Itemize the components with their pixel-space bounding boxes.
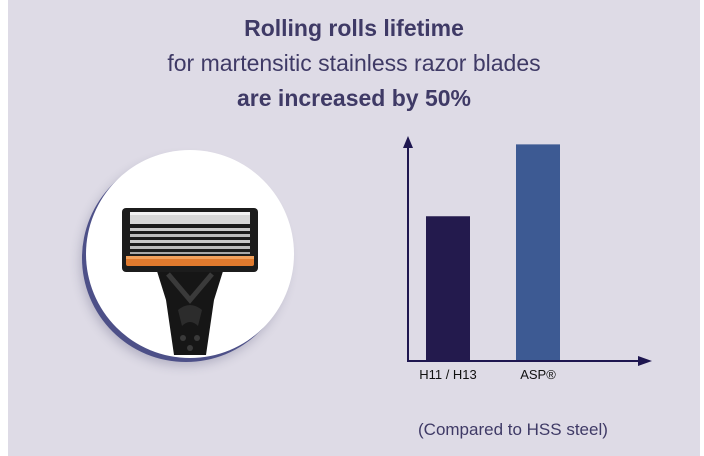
x-tick-label: H11 / H13: [419, 367, 477, 380]
footnote: (Compared to HSS steel): [418, 420, 608, 439]
bar-asp: [516, 144, 560, 360]
razor-cartridge-icon: [122, 208, 258, 355]
bar-chart: H11 / H13 ASP®: [403, 136, 652, 380]
razor-image: [86, 150, 294, 358]
x-tick-label: ASP®: [520, 367, 556, 380]
x-axis-arrow: [638, 356, 652, 366]
bar-h11-h13: [426, 216, 470, 360]
y-axis-arrow: [403, 136, 413, 148]
headline-claim: are increased by 50%: [237, 85, 471, 111]
headline-subtitle: for martensitic stainless razor blades: [167, 50, 541, 76]
headline-title: Rolling rolls lifetime: [244, 15, 464, 41]
